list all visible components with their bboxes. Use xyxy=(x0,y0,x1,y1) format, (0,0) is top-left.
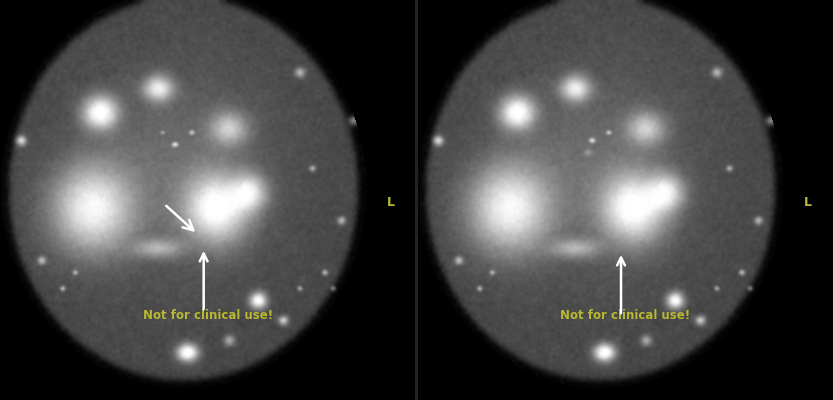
Text: L: L xyxy=(387,196,395,208)
Text: L: L xyxy=(804,196,812,208)
Text: Not for clinical use!: Not for clinical use! xyxy=(560,309,691,322)
Text: Not for clinical use!: Not for clinical use! xyxy=(142,309,273,322)
